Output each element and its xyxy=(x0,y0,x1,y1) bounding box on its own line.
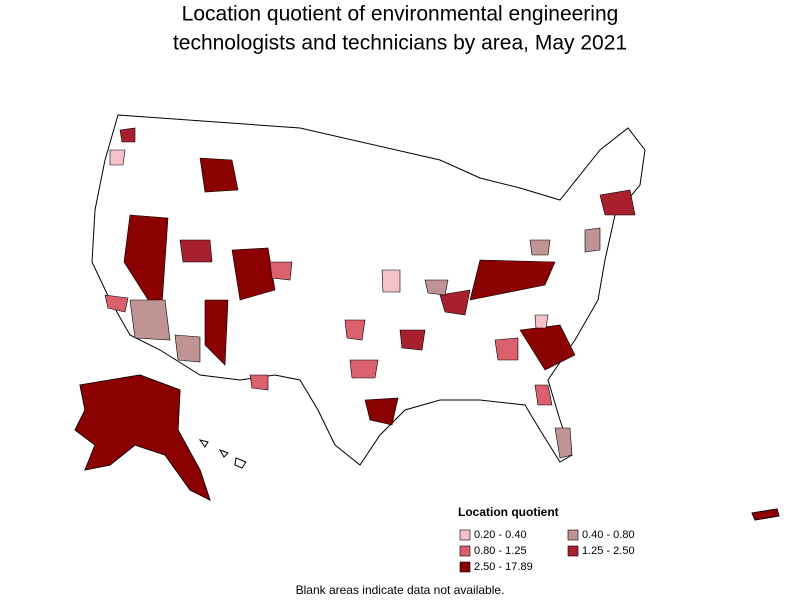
legend: 0.20 - 0.40 0.40 - 0.80 0.80 - 1.25 1.25 - … xyxy=(459,529,635,573)
shaded-area xyxy=(494,337,519,361)
shaded-area xyxy=(174,334,201,363)
shaded-area xyxy=(424,279,449,296)
legend-swatch xyxy=(459,561,471,573)
us-outline xyxy=(91,114,646,466)
shaded-area xyxy=(344,319,366,341)
shaded-area xyxy=(399,329,426,351)
shaded-area xyxy=(381,269,401,293)
shaded-area xyxy=(199,157,239,193)
shaded-area xyxy=(469,259,556,301)
shaded-area xyxy=(249,374,269,391)
shaded-area xyxy=(584,227,601,253)
shaded-area xyxy=(439,289,471,316)
shaded-area xyxy=(364,397,399,426)
shaded-area xyxy=(74,374,211,501)
shaded-area xyxy=(599,189,636,216)
shaded-area xyxy=(554,427,573,459)
footnote: Blank areas indicate data not available. xyxy=(296,583,505,597)
shaded-area xyxy=(129,299,171,341)
shaded-area xyxy=(179,239,213,263)
legend-swatch xyxy=(567,545,579,557)
title-line: technologists and technicians by area, M… xyxy=(173,32,627,55)
shaded-area xyxy=(204,299,229,366)
legend-swatch xyxy=(567,529,579,541)
shaded-area xyxy=(529,239,551,256)
shaded-area xyxy=(519,324,576,371)
shaded-area xyxy=(119,127,136,143)
shaded-area xyxy=(349,359,379,379)
legend-label: 1.25 - 2.50 xyxy=(582,545,635,557)
shaded-areas xyxy=(74,127,780,521)
legend-label: 0.40 - 0.80 xyxy=(582,529,635,541)
shaded-area xyxy=(104,294,129,313)
shaded-area xyxy=(751,508,780,521)
shaded-area xyxy=(534,384,553,406)
shaded-area xyxy=(231,247,276,301)
shaded-area xyxy=(269,261,293,281)
legend-label: 0.20 - 0.40 xyxy=(474,529,527,541)
legend-title: Location quotient xyxy=(458,505,559,519)
hawaii xyxy=(198,439,247,469)
shaded-area xyxy=(109,149,126,166)
legend-swatch xyxy=(459,545,471,557)
shaded-area xyxy=(534,314,549,329)
title-line: Location quotient of environmental engin… xyxy=(182,3,619,26)
legend-label: 0.80 - 1.25 xyxy=(474,545,527,557)
legend-swatch xyxy=(459,529,471,541)
legend-label: 2.50 - 17.89 xyxy=(474,561,533,573)
